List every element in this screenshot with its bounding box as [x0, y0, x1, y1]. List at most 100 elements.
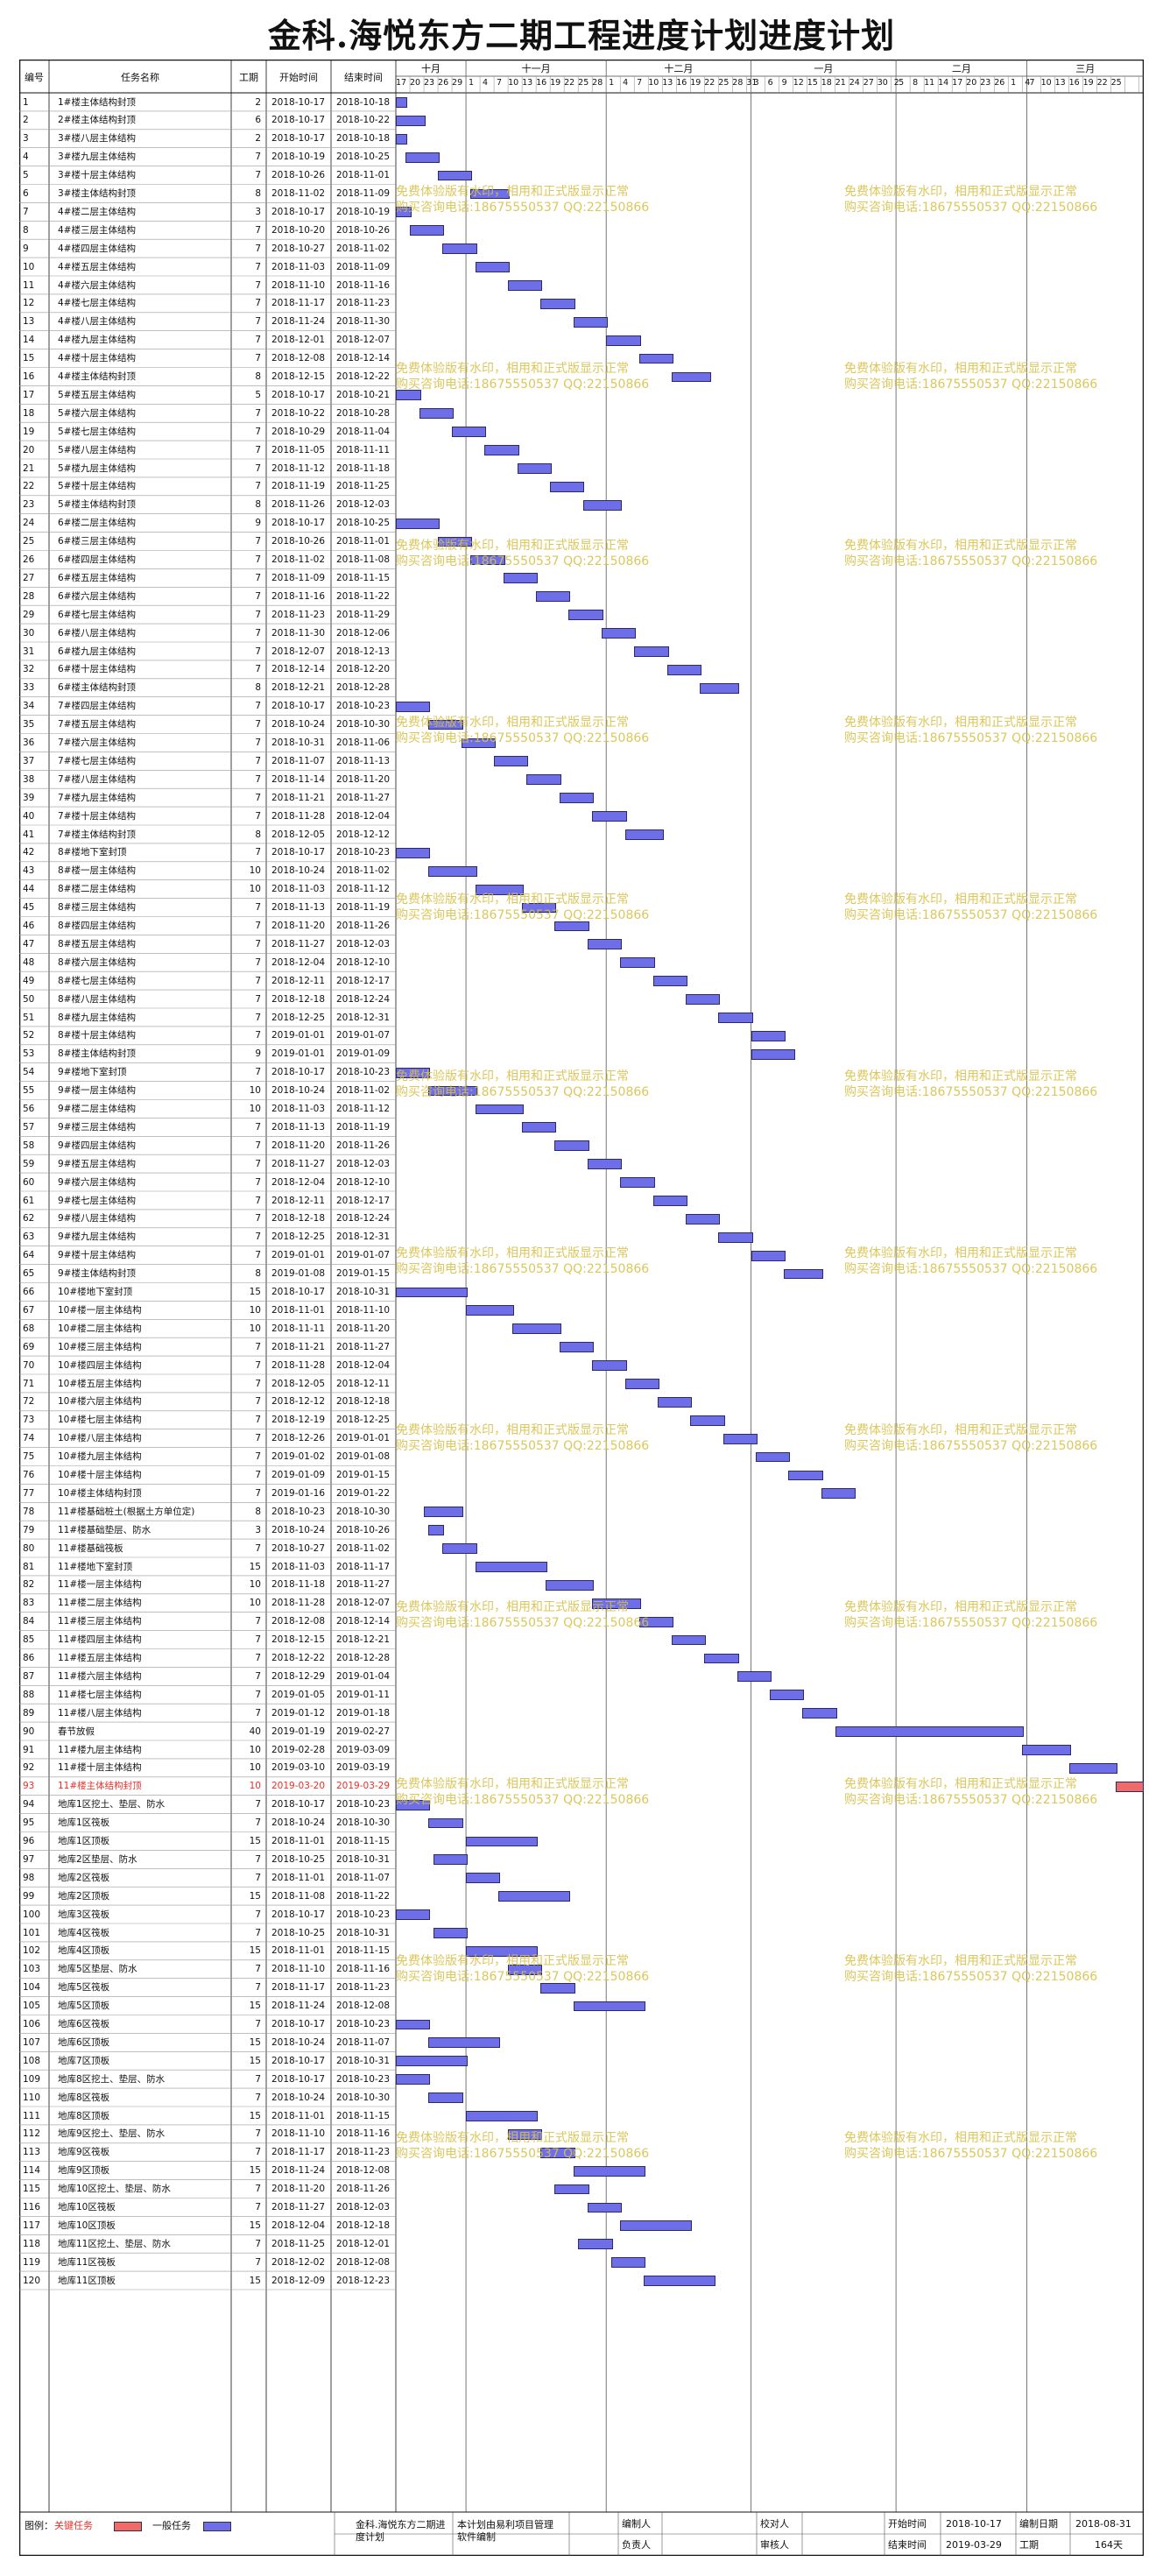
- task-bar[interactable]: [424, 1507, 463, 1518]
- task-bar[interactable]: [428, 1085, 477, 1097]
- task-bar[interactable]: [550, 481, 585, 492]
- task-bar[interactable]: [620, 1177, 655, 1188]
- task-bar[interactable]: [573, 2165, 645, 2177]
- task-bar[interactable]: [1068, 1762, 1117, 1774]
- task-bar[interactable]: [508, 2128, 543, 2140]
- task-bar[interactable]: [428, 1525, 445, 1536]
- task-bar[interactable]: [788, 1470, 823, 1481]
- task-bar[interactable]: [508, 1964, 543, 1975]
- task-bar[interactable]: [396, 701, 431, 712]
- task-bar[interactable]: [699, 682, 739, 694]
- task-bar[interactable]: [461, 738, 497, 749]
- task-bar[interactable]: [540, 2147, 575, 2158]
- task-bar[interactable]: [835, 1726, 1025, 1737]
- task-bar[interactable]: [573, 316, 609, 328]
- task-bar[interactable]: [770, 1690, 805, 1701]
- task-bar[interactable]: [438, 536, 473, 547]
- task-bar[interactable]: [751, 1250, 786, 1261]
- task-bar[interactable]: [559, 1342, 595, 1353]
- task-bar[interactable]: [433, 1928, 469, 1938]
- task-bar[interactable]: [475, 884, 525, 895]
- task-bar[interactable]: [540, 1982, 575, 1994]
- task-bar[interactable]: [396, 133, 407, 145]
- task-bar[interactable]: [606, 335, 641, 346]
- task-bar[interactable]: [620, 957, 655, 969]
- task-bar[interactable]: [737, 1671, 772, 1683]
- task-bar[interactable]: [405, 152, 441, 163]
- task-bar[interactable]: [638, 353, 673, 364]
- task-bar[interactable]: [428, 2037, 501, 2049]
- task-bar[interactable]: [475, 1104, 525, 1115]
- task-bar[interactable]: [494, 756, 529, 767]
- task-bar[interactable]: [671, 371, 711, 383]
- task-bar[interactable]: [396, 1067, 431, 1078]
- task-bar[interactable]: [452, 427, 487, 438]
- critical-task-bar[interactable]: [1115, 1781, 1144, 1792]
- task-bar[interactable]: [498, 1891, 571, 1902]
- task-bar[interactable]: [624, 1379, 659, 1389]
- task-bar[interactable]: [1022, 1745, 1071, 1755]
- task-bar[interactable]: [536, 591, 571, 603]
- task-bar[interactable]: [751, 1048, 795, 1060]
- task-bar[interactable]: [685, 1213, 721, 1224]
- task-bar[interactable]: [522, 902, 557, 914]
- task-bar[interactable]: [396, 97, 407, 108]
- task-bar[interactable]: [475, 262, 511, 272]
- task-bar[interactable]: [475, 1562, 547, 1572]
- task-bar[interactable]: [540, 298, 575, 309]
- task-bar[interactable]: [784, 1268, 823, 1280]
- task-bar[interactable]: [718, 1013, 753, 1023]
- task-bar[interactable]: [559, 793, 595, 804]
- task-bar[interactable]: [666, 664, 701, 675]
- task-bar[interactable]: [722, 1433, 758, 1444]
- task-bar[interactable]: [704, 1653, 739, 1664]
- task-bar[interactable]: [396, 115, 426, 126]
- task-bar[interactable]: [690, 1415, 725, 1426]
- task-bar[interactable]: [643, 2276, 715, 2286]
- task-bar[interactable]: [657, 1396, 693, 1408]
- task-bar[interactable]: [573, 2001, 645, 2012]
- task-bar[interactable]: [582, 499, 623, 511]
- task-bar[interactable]: [484, 445, 519, 455]
- task-bar[interactable]: [442, 1543, 477, 1554]
- task-bar[interactable]: [428, 719, 463, 730]
- task-bar[interactable]: [466, 1305, 515, 1316]
- task-bar[interactable]: [466, 2111, 539, 2121]
- task-bar[interactable]: [587, 939, 623, 950]
- task-bar[interactable]: [419, 408, 455, 420]
- task-bar[interactable]: [470, 554, 505, 566]
- task-bar[interactable]: [592, 1360, 627, 1371]
- task-bar[interactable]: [638, 1616, 673, 1627]
- task-bar[interactable]: [652, 976, 687, 987]
- task-bar[interactable]: [442, 243, 477, 255]
- task-bar[interactable]: [751, 1030, 786, 1041]
- task-bar[interactable]: [428, 1817, 463, 1829]
- task-bar[interactable]: [503, 573, 539, 584]
- task-bar[interactable]: [396, 390, 421, 401]
- task-bar[interactable]: [578, 2239, 613, 2250]
- task-bar[interactable]: [652, 1196, 687, 1206]
- task-bar[interactable]: [554, 1140, 589, 1152]
- task-bar[interactable]: [755, 1451, 791, 1463]
- task-bar[interactable]: [545, 1579, 595, 1591]
- task-bar[interactable]: [466, 1945, 539, 1957]
- task-bar[interactable]: [554, 2184, 589, 2195]
- task-bar[interactable]: [592, 811, 627, 822]
- task-bar[interactable]: [396, 1287, 469, 1298]
- task-bar[interactable]: [410, 225, 445, 236]
- task-bar[interactable]: [620, 2220, 693, 2232]
- task-bar[interactable]: [568, 610, 603, 621]
- task-bar[interactable]: [396, 518, 441, 529]
- task-bar[interactable]: [466, 1836, 539, 1847]
- task-bar[interactable]: [508, 280, 543, 291]
- task-bar[interactable]: [671, 1634, 707, 1646]
- task-bar[interactable]: [821, 1488, 856, 1500]
- task-bar[interactable]: [522, 1122, 557, 1133]
- task-bar[interactable]: [512, 1323, 561, 1335]
- task-bar[interactable]: [587, 1159, 623, 1170]
- task-bar[interactable]: [438, 170, 473, 181]
- task-bar[interactable]: [396, 2019, 431, 2030]
- task-bar[interactable]: [396, 847, 431, 858]
- task-bar[interactable]: [685, 994, 721, 1005]
- task-bar[interactable]: [470, 188, 511, 200]
